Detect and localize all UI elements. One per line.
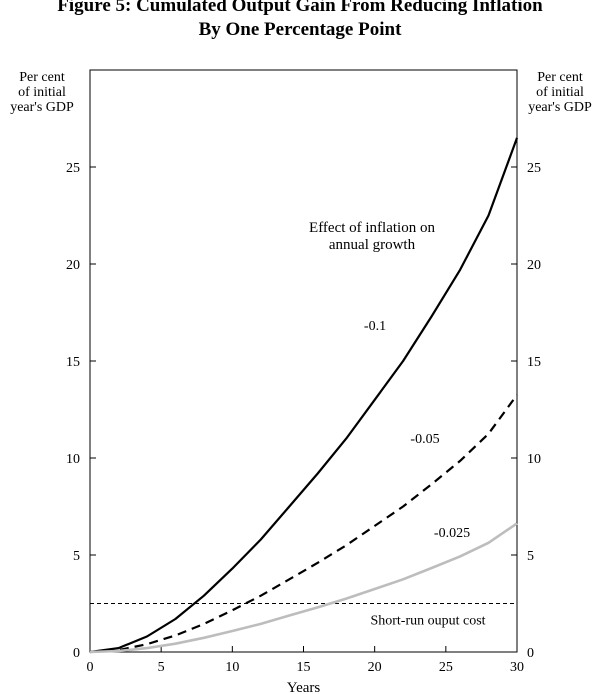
y-tick-label-left: 5 — [73, 549, 80, 564]
y-tick-label-left: 0 — [73, 646, 80, 661]
series-label: -0.025 — [434, 526, 470, 541]
x-tick-label: 0 — [87, 660, 94, 675]
series-line-0.025 — [89, 522, 518, 654]
plot-frame — [89, 69, 518, 653]
series-line-0.1 — [89, 137, 519, 654]
y-tick-label-left: 20 — [66, 258, 80, 273]
y-axis-label-left: of initial — [18, 85, 66, 100]
y-tick-label-left: 25 — [66, 161, 80, 176]
y-tick-label-right: 10 — [527, 452, 541, 467]
legend-title: annual growth — [329, 237, 416, 253]
x-axis-label: Years — [287, 680, 321, 694]
y-axis-label-right: Per cent — [537, 70, 583, 85]
chart-subtitle: By One Percentage Point — [198, 19, 402, 40]
y-axis-label-left: Per cent — [19, 70, 65, 85]
y-tick-label-right: 15 — [527, 355, 541, 370]
x-tick-label: 25 — [439, 660, 453, 675]
chart-title: Figure 5: Cumulated Output Gain From Red… — [57, 0, 543, 16]
series-label: -0.1 — [364, 319, 386, 334]
y-tick-label-left: 10 — [66, 452, 80, 467]
y-tick-label-right: 25 — [527, 161, 541, 176]
y-tick-label-right: 20 — [527, 258, 541, 273]
x-tick-label: 5 — [158, 660, 165, 675]
y-tick-label-right: 5 — [527, 549, 534, 564]
x-tick-label: 10 — [225, 660, 239, 675]
y-tick-label-right: 0 — [527, 646, 534, 661]
labels-layer: Short-run ouput cost -0.1 -0.05 -0.025 Effec… — [309, 220, 486, 629]
series-line-0.05 — [89, 394, 518, 654]
y-axis-label-right: of initial — [536, 85, 584, 100]
y-axis-label-left: year's GDP — [10, 100, 74, 115]
y-tick-label-left: 15 — [66, 355, 80, 370]
x-tick-label: 20 — [368, 660, 382, 675]
legend-title: Effect of inflation on — [309, 220, 435, 236]
series-label: -0.05 — [410, 432, 439, 447]
x-tick-label: 30 — [510, 660, 524, 675]
short-run-cost-label: Short-run ouput cost — [370, 614, 485, 629]
series-layer — [89, 137, 519, 654]
x-tick-label: 15 — [297, 660, 311, 675]
y-axis-label-right: year's GDP — [528, 100, 592, 115]
